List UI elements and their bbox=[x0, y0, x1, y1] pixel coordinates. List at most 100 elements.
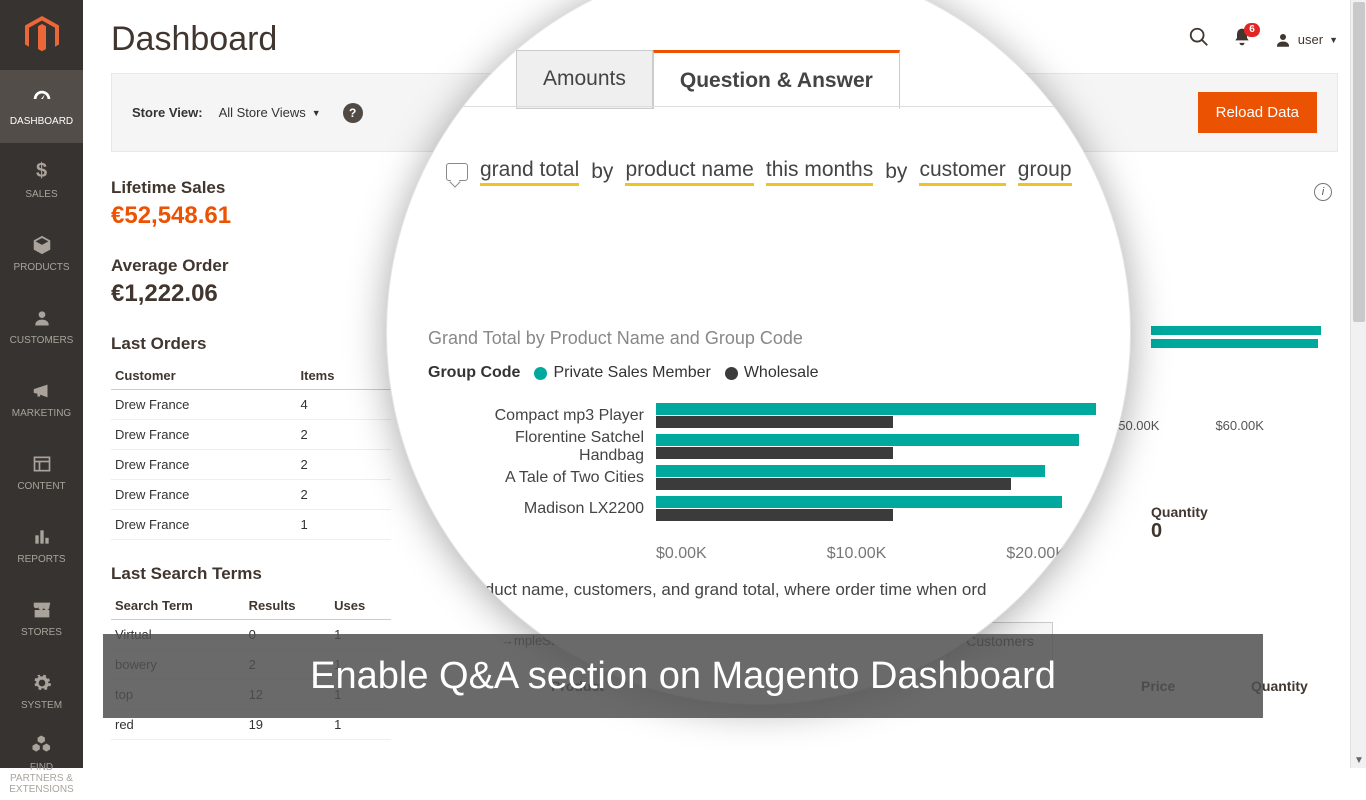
tab-question-answer[interactable]: Question & Answer bbox=[653, 50, 900, 109]
magnifier-lens: Amounts Question & Answer grand total by… bbox=[386, 0, 1131, 705]
metric-value: €1,222.06 bbox=[111, 280, 391, 308]
legend-dot bbox=[534, 367, 547, 380]
query-token: this months bbox=[766, 158, 873, 186]
sidebar-item-stores[interactable]: STORES bbox=[0, 581, 83, 654]
quantity-metric: Quantity 0 bbox=[1151, 504, 1208, 543]
scroll-thumb[interactable] bbox=[1353, 2, 1365, 322]
notifications-icon[interactable]: 6 bbox=[1232, 27, 1252, 53]
bar-row: Compact mp3 Player bbox=[456, 402, 1096, 430]
col-quantity: Quantity bbox=[1251, 678, 1341, 694]
left-column: Lifetime Sales €52,548.61 Average Order … bbox=[111, 178, 391, 764]
magento-logo[interactable] bbox=[0, 0, 83, 70]
person-icon bbox=[32, 306, 52, 330]
sidebar-item-customers[interactable]: CUSTOMERS bbox=[0, 289, 83, 362]
bar-series-1 bbox=[656, 434, 1079, 446]
sidebar-item-content[interactable]: CONTENT bbox=[0, 435, 83, 508]
section-title: Last Orders bbox=[111, 334, 391, 354]
bar-series-2 bbox=[656, 447, 893, 459]
search-icon[interactable] bbox=[1188, 26, 1210, 54]
bar-series-1 bbox=[656, 465, 1045, 477]
help-icon[interactable]: ? bbox=[343, 103, 363, 123]
legend-label: Group Code bbox=[428, 364, 520, 382]
table-row[interactable]: Drew France1 bbox=[111, 510, 391, 540]
table-row[interactable]: Drew France2 bbox=[111, 450, 391, 480]
user-menu[interactable]: user ▼ bbox=[1274, 31, 1338, 49]
col-search-term: Search Term bbox=[111, 592, 245, 620]
tab-amounts[interactable]: Amounts bbox=[516, 50, 653, 109]
notification-count-badge: 6 bbox=[1244, 23, 1260, 37]
page-title: Dashboard bbox=[111, 20, 277, 59]
cubes-icon bbox=[31, 733, 53, 757]
magento-logo-icon bbox=[25, 16, 59, 54]
sidebar-item-label: STORES bbox=[19, 627, 64, 638]
table-row[interactable]: Drew France2 bbox=[111, 480, 391, 510]
sidebar-item-reports[interactable]: REPORTS bbox=[0, 508, 83, 581]
sidebar-item-system[interactable]: SYSTEM bbox=[0, 654, 83, 727]
sidebar-item-partners[interactable]: FIND PARTNERS & EXTENSIONS bbox=[0, 727, 83, 800]
sidebar-item-label: DASHBOARD bbox=[8, 116, 75, 127]
background-chart-bars bbox=[1151, 326, 1321, 350]
bar-series-1 bbox=[656, 496, 1062, 508]
lifetime-sales-metric: Lifetime Sales €52,548.61 bbox=[111, 178, 391, 230]
legend-dot bbox=[725, 367, 738, 380]
quantity-label: Quantity bbox=[1151, 504, 1208, 520]
speech-bubble-icon bbox=[446, 163, 468, 181]
storefront-icon bbox=[31, 598, 53, 622]
dollar-icon: $ bbox=[36, 160, 47, 184]
quantity-value: 0 bbox=[1151, 520, 1208, 543]
chart-x-axis: $0.00K $10.00K $20.00K bbox=[656, 545, 1066, 563]
legend-item: Wholesale bbox=[725, 364, 819, 382]
sidebar-item-label: CUSTOMERS bbox=[8, 335, 76, 346]
col-uses: Uses bbox=[330, 592, 391, 620]
store-view-label: Store View: bbox=[132, 105, 203, 120]
info-icon[interactable]: i bbox=[1314, 183, 1332, 201]
header-actions: 6 user ▼ bbox=[1188, 26, 1338, 54]
bar-series-1 bbox=[656, 403, 1096, 415]
background-chart-xticks: $50.00K $60.00K bbox=[1111, 418, 1264, 433]
table-row[interactable]: Drew France4 bbox=[111, 390, 391, 420]
reload-data-button[interactable]: Reload Data bbox=[1198, 92, 1317, 133]
query-token: by bbox=[591, 160, 613, 184]
bar-row: Florentine Satchel Handbag bbox=[456, 433, 1096, 461]
store-view-value: All Store Views bbox=[219, 105, 306, 120]
user-label: user bbox=[1298, 32, 1323, 47]
query-token: customer bbox=[919, 158, 1005, 186]
table-row[interactable]: Drew France2 bbox=[111, 420, 391, 450]
metric-title: Average Order bbox=[111, 256, 391, 276]
bar-row: Madison LX2200 bbox=[456, 495, 1096, 523]
col-results: Results bbox=[245, 592, 331, 620]
bar-series-2 bbox=[656, 509, 893, 521]
table-row[interactable]: Virtual01 bbox=[111, 620, 391, 650]
bars-icon bbox=[32, 525, 52, 549]
section-title: Last Search Terms bbox=[111, 564, 391, 584]
sidebar-item-label: PRODUCTS bbox=[11, 262, 71, 273]
scrollbar[interactable]: ▲ ▼ bbox=[1350, 0, 1366, 768]
sidebar-item-marketing[interactable]: MARKETING bbox=[0, 362, 83, 435]
sidebar-item-sales[interactable]: $ SALES bbox=[0, 143, 83, 216]
chevron-down-icon: ▼ bbox=[1329, 35, 1338, 45]
table-row[interactable]: top121 bbox=[111, 680, 391, 710]
bar-row: A Tale of Two Cities bbox=[456, 464, 1096, 492]
table-row[interactable]: bowery21 bbox=[111, 650, 391, 680]
average-order-metric: Average Order €1,222.06 bbox=[111, 256, 391, 308]
magnifier-tabs: Amounts Question & Answer bbox=[516, 50, 900, 109]
query-token: grand total bbox=[480, 158, 579, 186]
layout-icon bbox=[32, 452, 52, 476]
scroll-down-icon[interactable]: ▼ bbox=[1351, 752, 1366, 768]
sidebar-item-label: MARKETING bbox=[10, 408, 73, 419]
metric-value: €52,548.61 bbox=[111, 202, 391, 230]
legend-item: Private Sales Member bbox=[534, 364, 710, 382]
sidebar-item-products[interactable]: PRODUCTS bbox=[0, 216, 83, 289]
chart-footer-text: g product name, customers, and grand tot… bbox=[446, 578, 987, 602]
bar-series-2 bbox=[656, 478, 1011, 490]
query-token: product name bbox=[625, 158, 753, 186]
table-row[interactable]: red191 bbox=[111, 710, 391, 740]
box-icon bbox=[31, 233, 53, 257]
last-orders-table: Customer Items Drew France4 Drew France2… bbox=[111, 362, 391, 540]
bar-series-2 bbox=[656, 416, 893, 428]
bar-label: A Tale of Two Cities bbox=[456, 469, 656, 487]
sidebar-item-label: SYSTEM bbox=[19, 700, 64, 711]
sidebar: DASHBOARD $ SALES PRODUCTS CUSTOMERS MAR… bbox=[0, 0, 83, 768]
sidebar-item-dashboard[interactable]: DASHBOARD bbox=[0, 70, 83, 143]
store-view-select[interactable]: All Store Views ▼ bbox=[219, 105, 321, 120]
